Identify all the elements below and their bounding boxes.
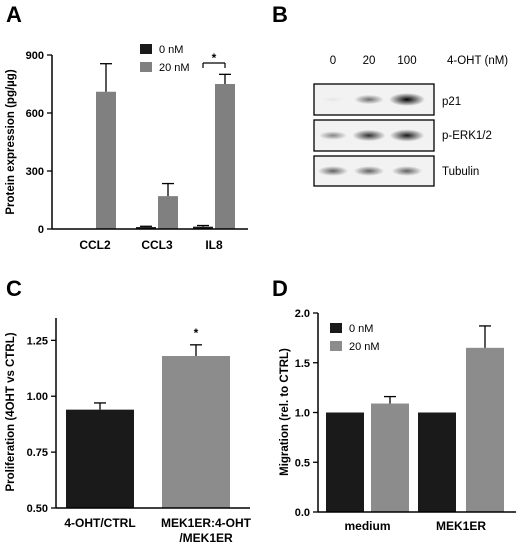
bar-medium-0 (326, 412, 364, 512)
x-tick-label: /MEK1ER (179, 531, 233, 545)
legend-label-0: 0 nM (159, 44, 183, 56)
western-blot: 0 20 100 4-OHT (nM) p21 p-ERK1/2 Tubulin (313, 55, 508, 187)
legend-swatch-0 (140, 44, 152, 54)
chart-a: Protein expression (pg/µg) CCL2 CCL3 IL8 0 3… (5, 44, 248, 252)
blot-band (354, 94, 384, 105)
blot-band (321, 96, 345, 103)
bar-ccl3-0 (136, 227, 156, 229)
blot-dose-0: 0 (330, 55, 336, 67)
blot-band (318, 131, 348, 140)
x-tick-label: medium (344, 519, 390, 533)
bar-il8-1 (215, 84, 235, 229)
blot-band-label-p21: p21 (442, 96, 461, 108)
blot-band-label-perk: p-ERK1/2 (442, 130, 492, 142)
x-tick-label: MEK1ER:4-OHT (161, 516, 252, 530)
bar-0 (66, 409, 134, 508)
panel-label-d: D (272, 276, 288, 301)
panel-label-b: B (272, 2, 288, 27)
y-tick-label: 1.00 (27, 391, 48, 403)
x-tick-label: MEK1ER (436, 519, 486, 533)
blot-band (353, 166, 385, 176)
legend-swatch-1 (330, 341, 342, 351)
y-tick-label: 0.75 (27, 447, 48, 459)
x-tick-label: 4-OHT/CTRL (64, 516, 135, 530)
blot-band-label-tubulin: Tubulin (442, 166, 479, 178)
y-tick-label: 0 (38, 224, 44, 236)
y-tick-label: 300 (26, 166, 44, 178)
bar-mek1er-1 (466, 347, 504, 512)
blot-band (317, 166, 349, 176)
legend-label-1: 20 nM (349, 341, 380, 353)
legend-swatch-0 (330, 323, 342, 333)
bar-ccl2-1 (96, 91, 116, 229)
panel-label-a: A (6, 2, 22, 27)
blot-band (389, 93, 425, 106)
sig-star: * (212, 51, 217, 65)
legend-label-1: 20 nM (159, 62, 190, 74)
blot-dose-20: 20 (363, 55, 376, 67)
x-tick-label: CCL3 (141, 238, 173, 252)
bar-1 (162, 356, 230, 508)
x-tick-label: IL8 (205, 238, 223, 252)
sig-star: * (194, 326, 199, 340)
y-tick-label: 0.0 (295, 507, 310, 519)
blot-band (391, 166, 423, 176)
blot-dose-100: 100 (397, 55, 416, 67)
bar-il8-0 (193, 226, 213, 229)
y-tick-label: 0.5 (295, 457, 310, 469)
y-tick-label: 0.50 (27, 503, 48, 515)
y-tick-label: 900 (26, 50, 44, 62)
legend-swatch-1 (140, 62, 152, 72)
bar-medium-1 (371, 403, 409, 512)
chart-d-ylabel: Migration (rel. to CTRL) (279, 348, 291, 476)
chart-a-ylabel: Protein expression (pg/µg) (5, 69, 17, 214)
y-tick-label: 1.5 (295, 358, 310, 370)
chart-c: Proliferation (4OHT vs CTRL) 4-OHT/CTRL M… (5, 318, 252, 545)
blot-dose-unit: 4-OHT (nM) (447, 55, 508, 67)
bar-mek1er-0 (418, 412, 456, 512)
y-tick-label: 2.0 (295, 308, 310, 320)
x-tick-label: CCL2 (79, 238, 111, 252)
blot-band (389, 129, 425, 142)
chart-d: Migration (rel. to CTRL) medium MEK1ER 0.0… (279, 308, 516, 533)
y-tick-label: 1.0 (295, 408, 310, 420)
bar-ccl3-1 (158, 196, 178, 229)
blot-band (352, 129, 386, 142)
y-tick-label: 1.25 (27, 335, 48, 347)
legend-label-0: 0 nM (349, 323, 373, 335)
chart-c-ylabel: Proliferation (4OHT vs CTRL) (5, 332, 17, 491)
panel-label-c: C (6, 276, 22, 301)
y-tick-label: 600 (26, 108, 44, 120)
